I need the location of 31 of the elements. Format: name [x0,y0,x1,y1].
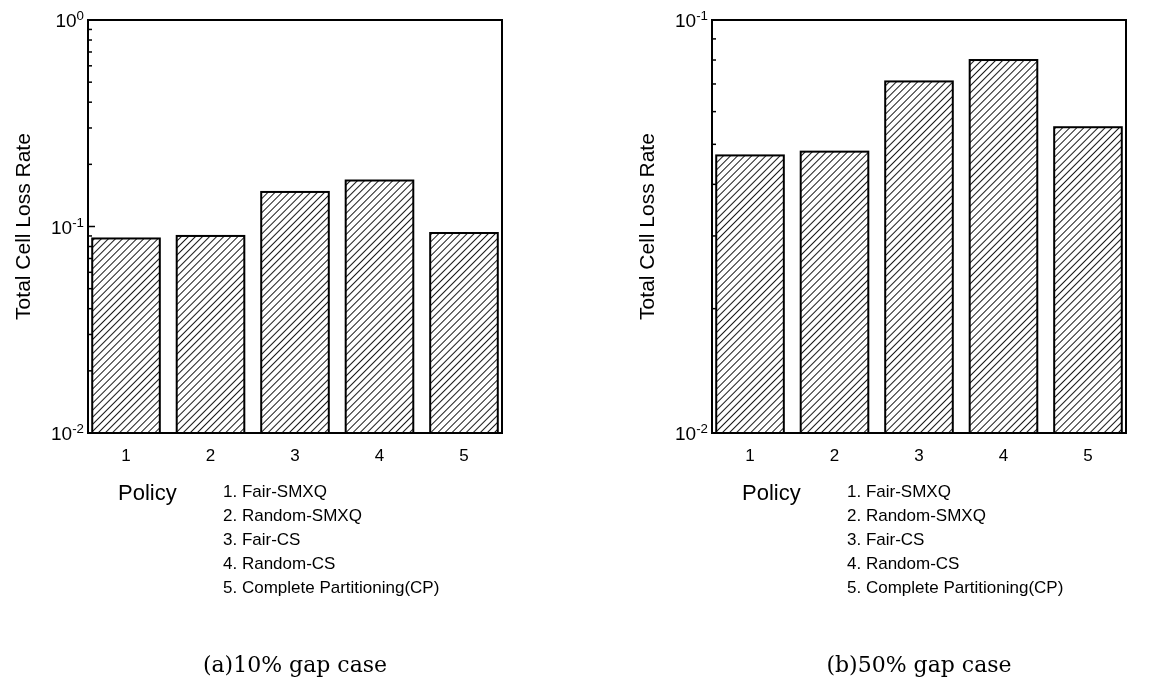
text: 1. Fair-SMXQ [223,482,327,501]
text: 3. Fair-CS [847,530,925,549]
y-tick-label: 10$^{-1}$ [675,7,708,31]
x-tick-label: 4 [998,446,1009,465]
x-tick-label: 1 [745,446,755,465]
x-tick-label: 4 [374,446,385,465]
x-tick-label: 2 [205,446,216,465]
text: 2. Random-SMXQ [847,506,986,525]
x-tick-label: 2 [829,446,840,465]
y-tick-label: 10$^{-1}$ [51,214,84,238]
y-tick-label: 10$^{-2}$ [51,420,84,444]
x-tick-label: 5 [459,446,469,465]
y-tick-label: 10$^{0}$ [55,7,84,31]
text: 4. Random-CS [223,554,336,573]
x-tick-label: 3 [290,446,300,465]
text: (b)50% gap case [826,652,1012,677]
x-axis-title: Policy [742,480,801,505]
text: 5. Complete Partitioning(CP) [847,578,1064,597]
y-axis-title: Total Cell Loss Rate [635,133,658,320]
x-tick-label: 3 [914,446,924,465]
text: (a)10% gap case [202,652,388,677]
text: 3. Fair-CS [223,530,301,549]
x-tick-label: 5 [1083,446,1093,465]
text: 2. Random-SMXQ [223,506,362,525]
x-axis-title: Policy [118,480,177,505]
x-tick-label: 1 [121,446,131,465]
y-tick-label: 10$^{-2}$ [675,420,708,444]
text: 4. Random-CS [847,554,960,573]
y-axis-title: Total Cell Loss Rate [11,133,34,320]
text: 5. Complete Partitioning(CP) [223,578,440,597]
text: 1. Fair-SMXQ [847,482,951,501]
